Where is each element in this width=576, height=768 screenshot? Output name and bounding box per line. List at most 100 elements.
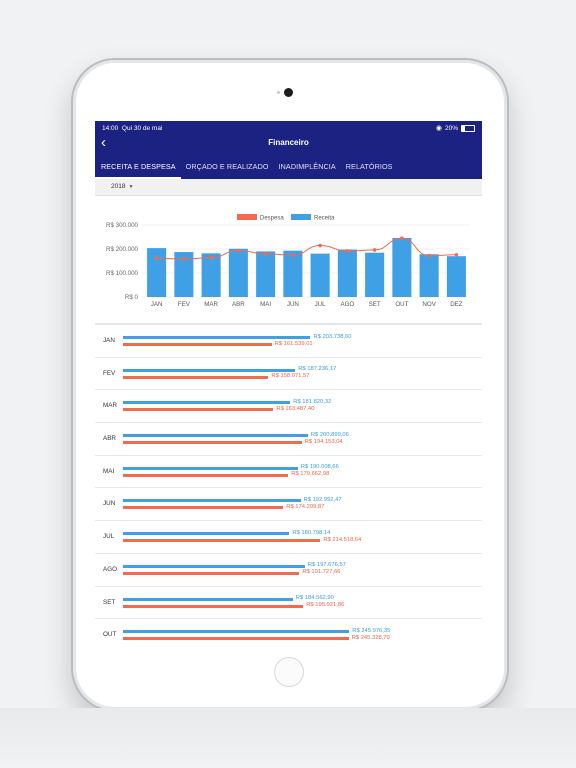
top-bar: 14:00 Qui 30 de mai ◉ 20% ‹ Financeiro R… (95, 121, 482, 179)
receita-value: R$ 245.976,35 (352, 627, 391, 634)
tab-receita-despesa[interactable]: RECEITA E DESPESA (95, 158, 181, 179)
despesa-value: R$ 158.071,57 (271, 373, 310, 380)
app-screen: 14:00 Qui 30 de mai ◉ 20% ‹ Financeiro R… (95, 121, 482, 641)
list-item[interactable]: MAI R$ 190.008,66 R$ 179.662,98 (95, 456, 482, 489)
section-divider (95, 323, 482, 325)
despesa-point (345, 249, 350, 253)
list-item[interactable]: JAN R$ 203.738,60 R$ 161.539,01 (95, 325, 482, 358)
despesa-value: R$ 179.662,98 (291, 471, 330, 478)
back-chevron-icon[interactable]: ‹ (101, 134, 106, 151)
despesa-value: R$ 174.209,87 (286, 503, 325, 510)
receita-value: R$ 197.676,57 (307, 562, 346, 569)
bar-receita (392, 237, 412, 297)
x-tick-label: OUT (395, 301, 408, 308)
receita-bar (123, 434, 308, 438)
legend-label: Receita (314, 216, 335, 222)
month-label: SET (103, 598, 116, 606)
x-tick-label: MAI (260, 301, 271, 308)
despesa-bar (123, 637, 349, 641)
list-item[interactable]: ABR R$ 200.899,06 R$ 194.153,04 (95, 423, 482, 456)
home-button[interactable] (274, 657, 304, 687)
list-item[interactable]: AGO R$ 197.676,57 R$ 191.727,66 (95, 554, 482, 587)
y-tick-label: R$ 100.000 (106, 270, 139, 277)
status-bar: 14:00 Qui 30 de mai ◉ 20% (102, 123, 475, 133)
bar-receita (256, 251, 276, 297)
list-item[interactable]: JUN R$ 192.992,47 R$ 174.209,87 (95, 488, 482, 522)
caret-down-icon: ▼ (128, 184, 134, 190)
tab-bar: RECEITA E DESPESA ORÇADO E REALIZADO INA… (95, 158, 482, 179)
x-tick-label: MAR (204, 301, 218, 308)
bar-receita (201, 253, 221, 297)
y-tick-label: R$ 200.000 (106, 246, 139, 253)
legend-label: Despesa (260, 216, 284, 222)
bar-receita (174, 252, 194, 297)
month-label: JUL (103, 533, 115, 541)
despesa-value: R$ 214.518,64 (323, 536, 362, 543)
tab-relatorios[interactable]: RELATÓRIOS (345, 162, 393, 171)
despesa-bar (123, 375, 269, 379)
month-label: JAN (103, 337, 115, 344)
receita-bar (123, 597, 293, 601)
wifi-icon: ◉ (435, 125, 442, 132)
tab-orcado-realizado[interactable]: ORÇADO E REALIZADO (185, 162, 269, 171)
status-date: Qui 30 de mai (121, 124, 163, 132)
despesa-point (454, 252, 459, 257)
receita-value: R$ 187.236,17 (298, 366, 337, 373)
list-item[interactable]: MAR R$ 181.820,32 R$ 163.487,40 (95, 390, 482, 424)
bar-receita (337, 249, 357, 297)
receita-value: R$ 180.798,14 (292, 529, 331, 536)
month-label: FEV (103, 369, 116, 377)
bar-receita (446, 256, 466, 297)
receita-bar (123, 499, 301, 503)
year-value: 2018 (111, 183, 126, 190)
proximity-sensor (277, 91, 280, 94)
despesa-point (372, 248, 377, 252)
nav-row: ‹ Financeiro (95, 134, 482, 152)
status-left: 14:00 Qui 30 de mai (102, 125, 162, 132)
year-selector[interactable]: 2018 ▼ (111, 183, 133, 190)
floor-reflection (0, 708, 576, 768)
x-tick-label: JUL (315, 301, 327, 308)
bar-receita (365, 252, 385, 297)
despesa-value: R$ 161.539,01 (274, 340, 313, 347)
despesa-bar (123, 539, 321, 543)
status-time: 14:00 (102, 124, 119, 132)
month-label: AGO (103, 565, 117, 573)
receita-value: R$ 190.008,66 (300, 464, 339, 471)
x-tick-label: NOV (422, 301, 436, 308)
despesa-value: R$ 195.921,86 (306, 602, 345, 608)
month-label: ABR (103, 435, 116, 443)
list-item[interactable]: SET R$ 184.562,90 R$ 195.921,86 (95, 587, 482, 620)
status-right: ◉ 20% (436, 124, 475, 132)
x-tick-label: SET (369, 301, 381, 308)
x-tick-label: JUN (287, 301, 299, 308)
battery-icon (461, 124, 475, 132)
list-item[interactable]: FEV R$ 187.236,17 R$ 158.071,57 (95, 358, 482, 391)
receita-value: R$ 200.899,06 (310, 431, 349, 438)
despesa-bar (123, 604, 304, 608)
list-item[interactable]: JUL R$ 180.798,14 R$ 214.518,64 (95, 521, 482, 554)
despesa-point (400, 236, 404, 240)
y-tick-label: R$ 0 (125, 294, 139, 301)
tab-inadimplencia[interactable]: INADIMPLÊNCIA (278, 162, 336, 171)
bar-receita (419, 254, 439, 297)
despesa-point (263, 252, 268, 256)
receita-value: R$ 184.562,90 (295, 595, 334, 601)
bar-receita (310, 253, 330, 297)
receita-bar (123, 532, 290, 536)
y-tick-label: R$ 300.000 (106, 222, 139, 229)
despesa-point (154, 256, 159, 261)
despesa-value: R$ 194.153,04 (304, 438, 343, 445)
month-label: JUN (103, 500, 116, 508)
receita-bar (123, 564, 305, 568)
monthly-list: JAN R$ 203.738,60 R$ 161.539,01 FEV R$ 187.2… (95, 325, 482, 641)
despesa-bar (123, 441, 302, 445)
receita-bar (123, 401, 291, 405)
despesa-point (182, 257, 186, 261)
battery-percent: 20% (444, 124, 458, 132)
month-label: MAI (103, 467, 115, 475)
receita-bar (123, 630, 350, 634)
receita-bar (123, 336, 311, 339)
list-item[interactable]: OUT R$ 245.976,35 R$ 245.328,70 (95, 619, 482, 641)
despesa-line (156, 237, 457, 260)
